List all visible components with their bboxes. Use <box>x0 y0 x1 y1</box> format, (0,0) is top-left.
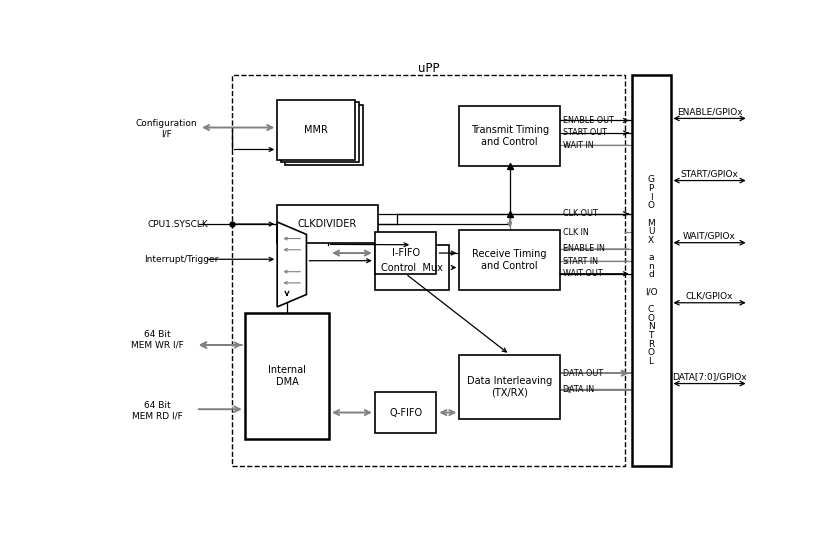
Bar <box>277 206 378 243</box>
Text: G
P
I
O
 
M
U
X
 
a
n
d
 
I/O
 
C
O
N
T
R
O
L: G P I O M U X a n d I/O C O N T R O L <box>644 175 658 366</box>
Text: START IN: START IN <box>563 257 598 266</box>
Text: Transmit Timing
and Control: Transmit Timing and Control <box>471 125 549 147</box>
Bar <box>232 75 625 466</box>
Bar <box>245 313 329 440</box>
Text: Data Interleaving
(TX/RX): Data Interleaving (TX/RX) <box>467 376 552 398</box>
Text: START OUT: START OUT <box>563 129 607 137</box>
Bar <box>459 106 560 166</box>
Text: ENABLE IN: ENABLE IN <box>563 244 605 253</box>
Text: Interrupt/Trigger: Interrupt/Trigger <box>144 255 218 264</box>
Text: CLKDIVIDER: CLKDIVIDER <box>298 219 357 229</box>
Text: Internal
DMA: Internal DMA <box>268 365 306 387</box>
Text: WAIT/GPIOx: WAIT/GPIOx <box>683 231 736 240</box>
Text: I-FIFO: I-FIFO <box>392 248 420 258</box>
Text: MMR: MMR <box>305 125 328 135</box>
Text: CPU1.SYSCLK: CPU1.SYSCLK <box>147 220 208 229</box>
Bar <box>375 245 450 291</box>
Text: CLK/GPIOx: CLK/GPIOx <box>685 292 733 301</box>
Text: CLK IN: CLK IN <box>563 228 589 237</box>
Text: Control  Mux: Control Mux <box>381 263 443 273</box>
Bar <box>459 355 560 419</box>
Polygon shape <box>277 222 306 307</box>
Text: Configuration
I/F: Configuration I/F <box>136 119 197 138</box>
Text: Q-FIFO: Q-FIFO <box>389 408 422 417</box>
Text: WAIT IN: WAIT IN <box>563 141 594 150</box>
Bar <box>281 102 359 162</box>
Text: WAIT OUT: WAIT OUT <box>563 269 603 278</box>
Text: CLK OUT: CLK OUT <box>563 209 598 218</box>
Bar <box>632 75 670 466</box>
Text: 64 Bit
MEM WR I/F: 64 Bit MEM WR I/F <box>131 330 183 350</box>
Bar <box>285 105 363 165</box>
Bar <box>375 232 436 274</box>
Text: DATA IN: DATA IN <box>563 385 594 394</box>
Text: uPP: uPP <box>418 62 439 75</box>
Bar <box>459 230 560 291</box>
Text: ENABLE/GPIOx: ENABLE/GPIOx <box>677 107 743 116</box>
Bar <box>375 392 436 433</box>
Bar <box>277 100 355 160</box>
Text: DATA OUT: DATA OUT <box>563 369 603 378</box>
Text: ENABLE OUT: ENABLE OUT <box>563 116 614 125</box>
Text: DATA[7:0]/GPIOx: DATA[7:0]/GPIOx <box>672 372 747 381</box>
Text: 64 Bit
MEM RD I/F: 64 Bit MEM RD I/F <box>132 401 182 420</box>
Text: START/GPIOx: START/GPIOx <box>680 169 738 179</box>
Text: Receive Timing
and Control: Receive Timing and Control <box>472 250 547 271</box>
